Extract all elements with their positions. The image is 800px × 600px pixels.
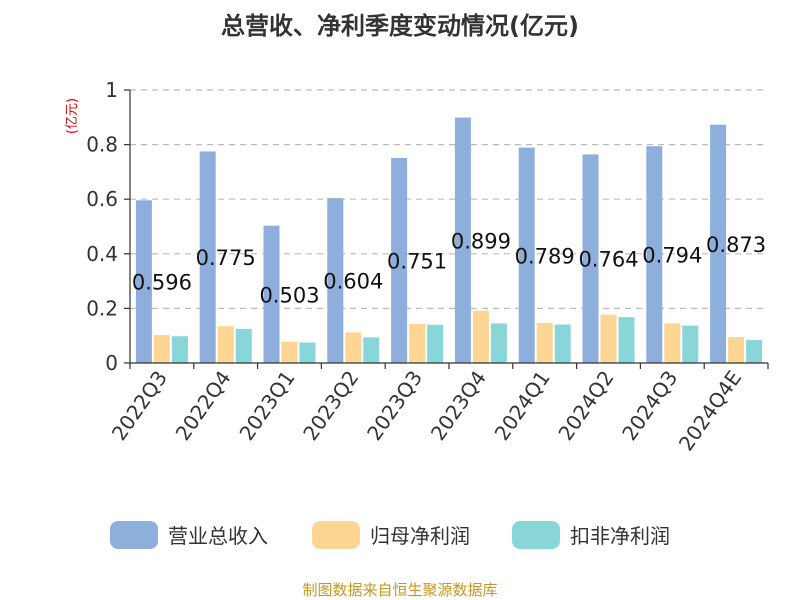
- data-label: 0.775: [196, 246, 256, 270]
- bar-扣非净利润: [554, 324, 571, 363]
- y-tick-label: 0.8: [86, 133, 118, 157]
- data-label: 0.596: [132, 271, 192, 295]
- bar-归母净利润: [472, 310, 489, 363]
- legend-swatch: [312, 521, 360, 549]
- bar-扣非净利润: [682, 325, 699, 363]
- data-source-note: 制图数据来自恒生聚源数据库: [302, 581, 497, 599]
- bar-归母净利润: [217, 326, 234, 363]
- bar-营业总收入: [327, 198, 344, 363]
- x-tick-label: 2022Q3: [107, 366, 172, 445]
- bar-营业总收入: [454, 117, 471, 363]
- data-label: 0.789: [515, 244, 575, 268]
- bar-营业总收入: [646, 146, 663, 363]
- x-tick-label: 2023Q1: [234, 366, 299, 445]
- data-label: 0.751: [387, 249, 447, 273]
- y-tick-label: 0.6: [86, 187, 118, 211]
- chart-title: 总营收、净利季度变动情况(亿元): [221, 12, 579, 40]
- bar-营业总收入: [710, 124, 727, 364]
- legend-label: 营业总收入: [168, 524, 268, 548]
- bar-营业总收入: [391, 157, 408, 363]
- data-label: 0.503: [259, 283, 319, 307]
- data-label: 0.873: [706, 233, 766, 257]
- bar-营业总收入: [135, 200, 152, 363]
- legend-label: 扣非净利润: [570, 524, 670, 548]
- bar-归母净利润: [281, 341, 298, 363]
- y-tick-label: 0: [105, 351, 118, 375]
- data-label: 0.899: [451, 229, 511, 253]
- bar-归母净利润: [600, 314, 617, 363]
- bar-扣非净利润: [746, 340, 763, 363]
- x-tick-label: 2024Q2: [553, 366, 618, 445]
- y-tick-label: 0.4: [86, 242, 118, 266]
- x-tick-label: 2024Q1: [490, 366, 555, 445]
- bar-归母净利润: [664, 323, 681, 363]
- data-label: 0.794: [642, 244, 702, 268]
- x-tick-label: 2023Q2: [298, 366, 363, 445]
- legend-swatch: [512, 521, 560, 549]
- y-tick-label: 1: [105, 78, 118, 102]
- bar-营业总收入: [263, 225, 280, 363]
- bar-归母净利润: [153, 335, 170, 363]
- bar-营业总收入: [518, 147, 535, 363]
- y-axis-unit-label: (亿元): [65, 98, 80, 134]
- bar-营业总收入: [199, 151, 216, 363]
- bar-扣非净利润: [363, 337, 380, 363]
- x-tick-label: 2024Q4E: [674, 366, 746, 455]
- bar-扣非净利润: [618, 317, 635, 363]
- bar-营业总收入: [582, 154, 599, 363]
- x-tick-label: 2024Q3: [617, 366, 682, 445]
- x-tick-label: 2023Q4: [426, 366, 491, 445]
- x-tick-label: 2023Q3: [362, 366, 427, 445]
- legend-swatch: [110, 521, 158, 549]
- bar-归母净利润: [345, 332, 362, 363]
- bar-归母净利润: [409, 323, 426, 363]
- bar-扣非净利润: [171, 336, 188, 363]
- data-label: 0.764: [578, 248, 638, 272]
- bar-扣非净利润: [299, 342, 316, 363]
- bar-扣非净利润: [490, 323, 507, 363]
- y-tick-label: 0.2: [86, 296, 118, 320]
- bar-扣非净利润: [427, 324, 444, 363]
- bar-扣非净利润: [235, 328, 252, 363]
- data-label: 0.604: [323, 270, 383, 294]
- legend-label: 归母净利润: [370, 524, 470, 548]
- bar-归母净利润: [728, 337, 745, 363]
- x-tick-label: 2022Q4: [171, 366, 236, 445]
- bar-归母净利润: [536, 322, 553, 363]
